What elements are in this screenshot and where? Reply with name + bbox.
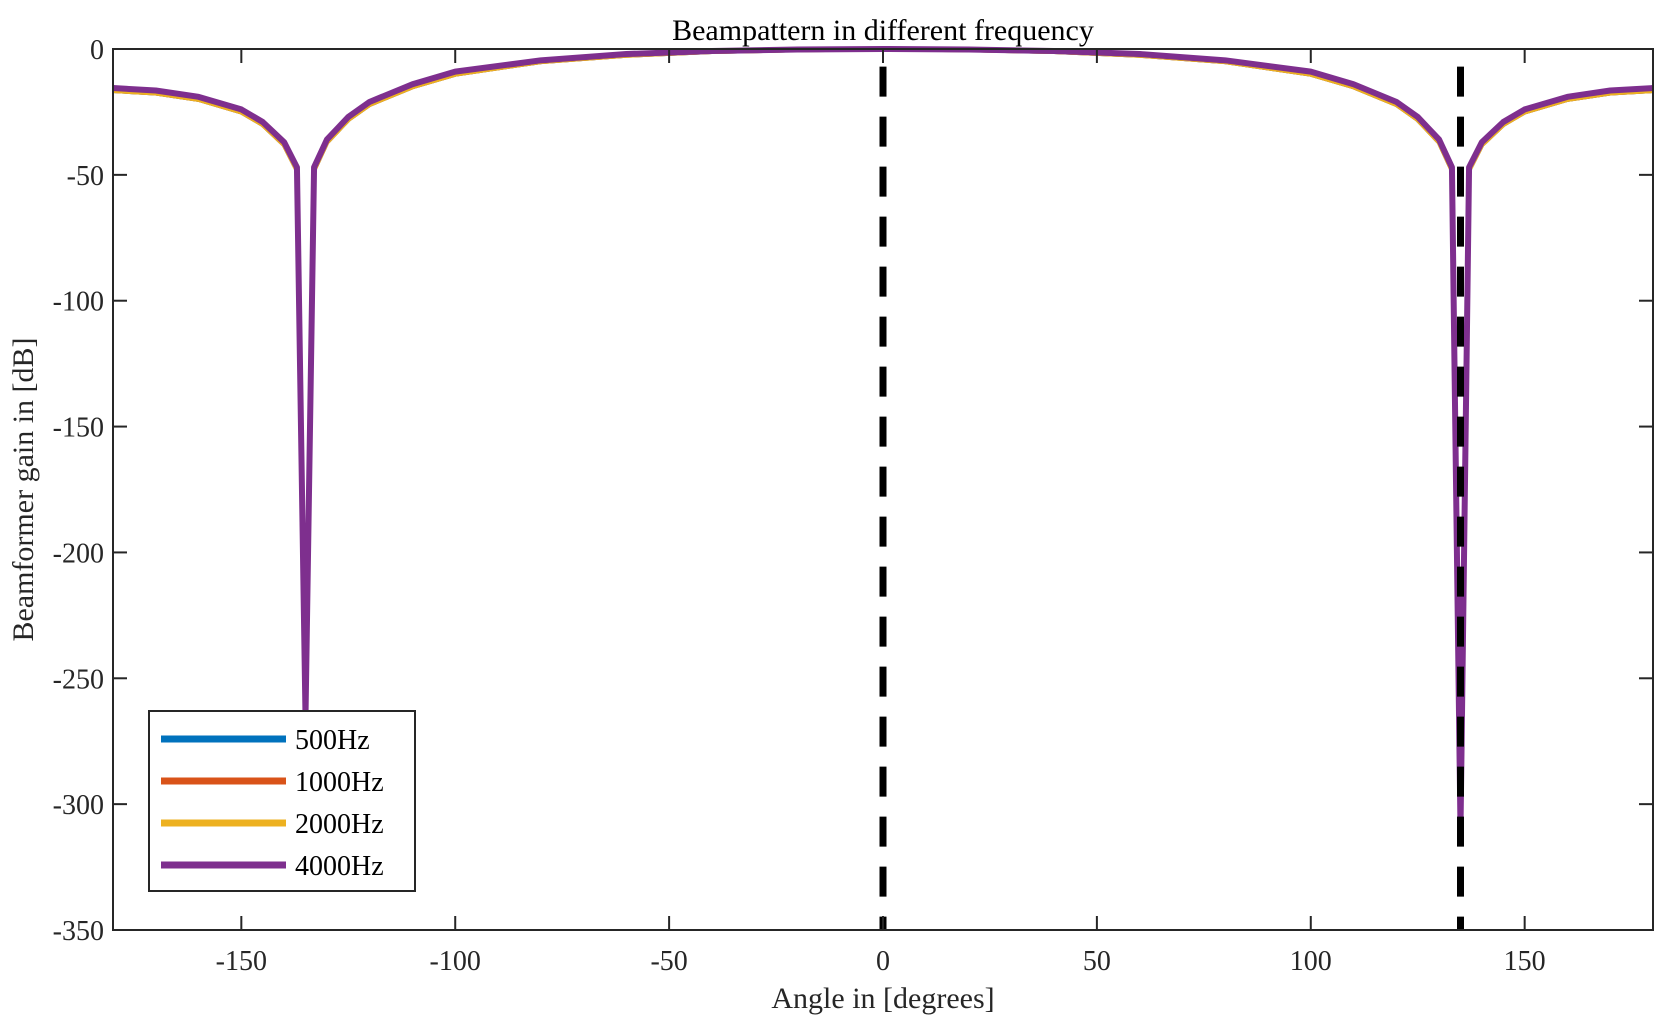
x-tick-label: 100 bbox=[1290, 946, 1332, 977]
x-axis-label: Angle in [degrees] bbox=[771, 982, 994, 1015]
x-tick-label: 50 bbox=[1083, 946, 1111, 977]
x-axis: -150 -100 -50 0 50 100 150 bbox=[216, 49, 1546, 977]
x-tick-label: 0 bbox=[876, 946, 890, 977]
vertical-marker-layer bbox=[879, 66, 1464, 930]
legend-label-1000hz: 1000Hz bbox=[295, 767, 384, 798]
x-tick-label: -50 bbox=[650, 946, 687, 977]
y-axis: 0 -50 -100 -150 -200 -250 -300 -350 bbox=[53, 35, 1653, 947]
y-tick-label: -50 bbox=[67, 161, 104, 192]
y-tick-label: 0 bbox=[90, 35, 104, 66]
x-tick-label: 150 bbox=[1504, 946, 1546, 977]
x-tick-label: -150 bbox=[216, 946, 267, 977]
legend: 500Hz 1000Hz 2000Hz 4000Hz bbox=[148, 710, 416, 892]
legend-label-4000hz: 4000Hz bbox=[295, 851, 384, 882]
y-tick-label: -200 bbox=[53, 538, 104, 569]
x-tick-label: -100 bbox=[430, 946, 481, 977]
y-tick-label: -250 bbox=[53, 664, 104, 695]
legend-label-500hz: 500Hz bbox=[295, 725, 370, 756]
y-tick-label: -150 bbox=[53, 413, 104, 444]
chart-title: Beampattern in different frequency bbox=[672, 14, 1094, 47]
y-axis-label: Beamformer gain in [dB] bbox=[7, 337, 40, 641]
y-tick-label: -100 bbox=[53, 287, 104, 318]
legend-label-2000hz: 2000Hz bbox=[295, 809, 384, 840]
y-tick-label: -300 bbox=[53, 790, 104, 821]
y-tick-label: -350 bbox=[53, 916, 104, 947]
